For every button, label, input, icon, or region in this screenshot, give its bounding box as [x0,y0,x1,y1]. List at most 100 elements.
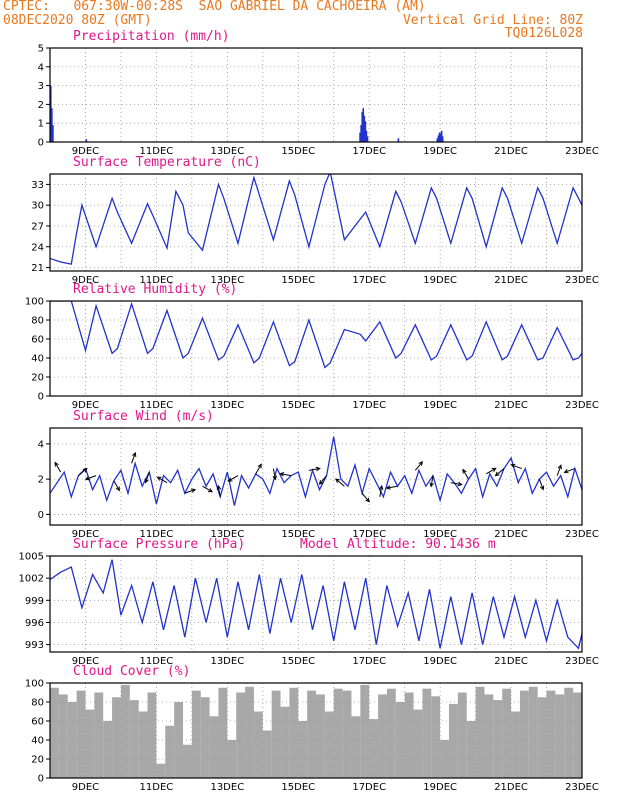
x-tick-label: 13DEC [210,275,244,286]
cloud-bar [165,725,175,778]
y-tick-label: 0 [38,392,44,403]
x-tick-label: 15DEC [281,400,315,411]
precip-bar [437,135,440,142]
y-tick-label: 21 [31,263,44,274]
wind-arrow [217,485,221,497]
x-tick-label: 19DEC [423,656,457,667]
header-date: 08DEC2020 80Z (GMT) [3,13,152,28]
series-line [50,301,582,369]
wind-arrow-head [563,469,569,474]
wind-arrow [54,462,62,473]
x-tick-label: 11DEC [140,656,174,667]
precip-bar [51,108,53,142]
precip-bar [441,136,444,142]
cloud-bar [528,686,538,778]
y-tick-label: 1005 [19,552,44,563]
precip-bar [440,130,443,142]
cloud-bar [58,694,68,778]
x-tick-label: 19DEC [423,400,457,411]
cloud-bar [573,692,582,778]
wind-arrow-head [462,468,467,474]
cloud-bar [67,702,77,778]
x-tick-label: 11DEC [140,782,174,793]
cloud-bar [546,690,556,778]
cloud-bar [484,694,494,778]
wind-arrow-head [315,466,321,472]
panel-title: Surface Pressure (hPa) [73,537,245,552]
cloud-bar [209,716,219,778]
y-tick-label: 24 [31,242,44,253]
cloud-bar [138,711,148,778]
header-grid-line: Vertical Grid Line: 80Z [402,13,583,28]
wind-arrow-head [208,488,213,493]
precip-bar [363,115,366,142]
cloud-bar [502,688,512,778]
x-tick-label: 11DEC [140,275,174,286]
wind-arrow [145,471,150,483]
panel-frame [49,47,583,143]
y-tick-label: 80 [31,698,44,709]
x-tick-label: 13DEC [210,400,244,411]
y-tick-label: 60 [31,717,44,728]
wind-arrow [386,485,398,489]
cloud-bar [262,730,272,778]
cloud-bar [519,690,529,778]
wind-arrow-head [335,478,340,484]
wind-arrow [462,469,469,480]
wind-arrow-head [494,471,500,477]
cloud-bar [253,711,263,778]
cloud-bar [466,721,476,778]
wind-arrow [131,452,136,464]
wind-arrow-head [115,486,120,492]
x-tick-label: 21DEC [494,529,528,540]
y-tick-label: 20 [31,755,44,766]
cloud-bar [112,697,121,778]
header-station: CPTEC: 067:30W-00:28S SAO GABRIEL DA CAC… [3,0,426,14]
cloud-bar [395,702,405,778]
wind-arrow [228,475,239,482]
precip-bar [359,132,361,142]
y-tick-label: 40 [31,736,44,747]
wind-arrow [319,475,328,485]
y-tick-label: 4 [38,439,44,450]
precip-bar [436,138,439,142]
cloud-bar [298,721,308,778]
y-tick-label: 80 [31,316,44,327]
wind-arrow [485,467,497,475]
wind-arrow [157,476,168,484]
header-model: TQ0126L028 [504,26,583,41]
cloud-bar [457,692,467,778]
y-tick-label: 4 [38,62,44,73]
panel-title: Surface Temperature (nC) [73,155,261,170]
wind-arrow [272,468,276,480]
x-tick-label: 13DEC [210,529,244,540]
x-tick-label: 9DEC [72,400,99,411]
wind-arrow [361,492,370,503]
x-tick-label: 9DEC [72,529,99,540]
x-tick-label: 23DEC [565,656,599,667]
wind-arrow [184,489,196,494]
cloud-bar [342,690,352,778]
x-tick-label: 17DEC [352,400,386,411]
wind-arrow [511,464,522,470]
cloud-bar [129,700,139,778]
panel-title: Relative Humidity (%) [73,282,237,297]
x-tick-label: 23DEC [565,782,599,793]
wind-arrow [450,482,462,486]
panel-frame [49,682,583,779]
wind-arrow-head [457,481,463,487]
wind-arrow-head [557,464,562,470]
precip-bar [52,125,54,142]
x-tick-label: 17DEC [352,275,386,286]
x-tick-label: 23DEC [565,529,599,540]
wind-arrow [202,485,213,493]
wind-arrow-head [84,476,90,481]
precip-bar [364,121,367,142]
cloud-bar [324,711,334,778]
x-tick-label: 17DEC [352,656,386,667]
cloud-bar [94,692,104,778]
y-tick-label: 100 [25,297,44,308]
y-tick-label: 5 [38,44,44,55]
panel-title: Cloud Cover (%) [73,664,190,679]
y-tick-label: 30 [31,201,44,212]
